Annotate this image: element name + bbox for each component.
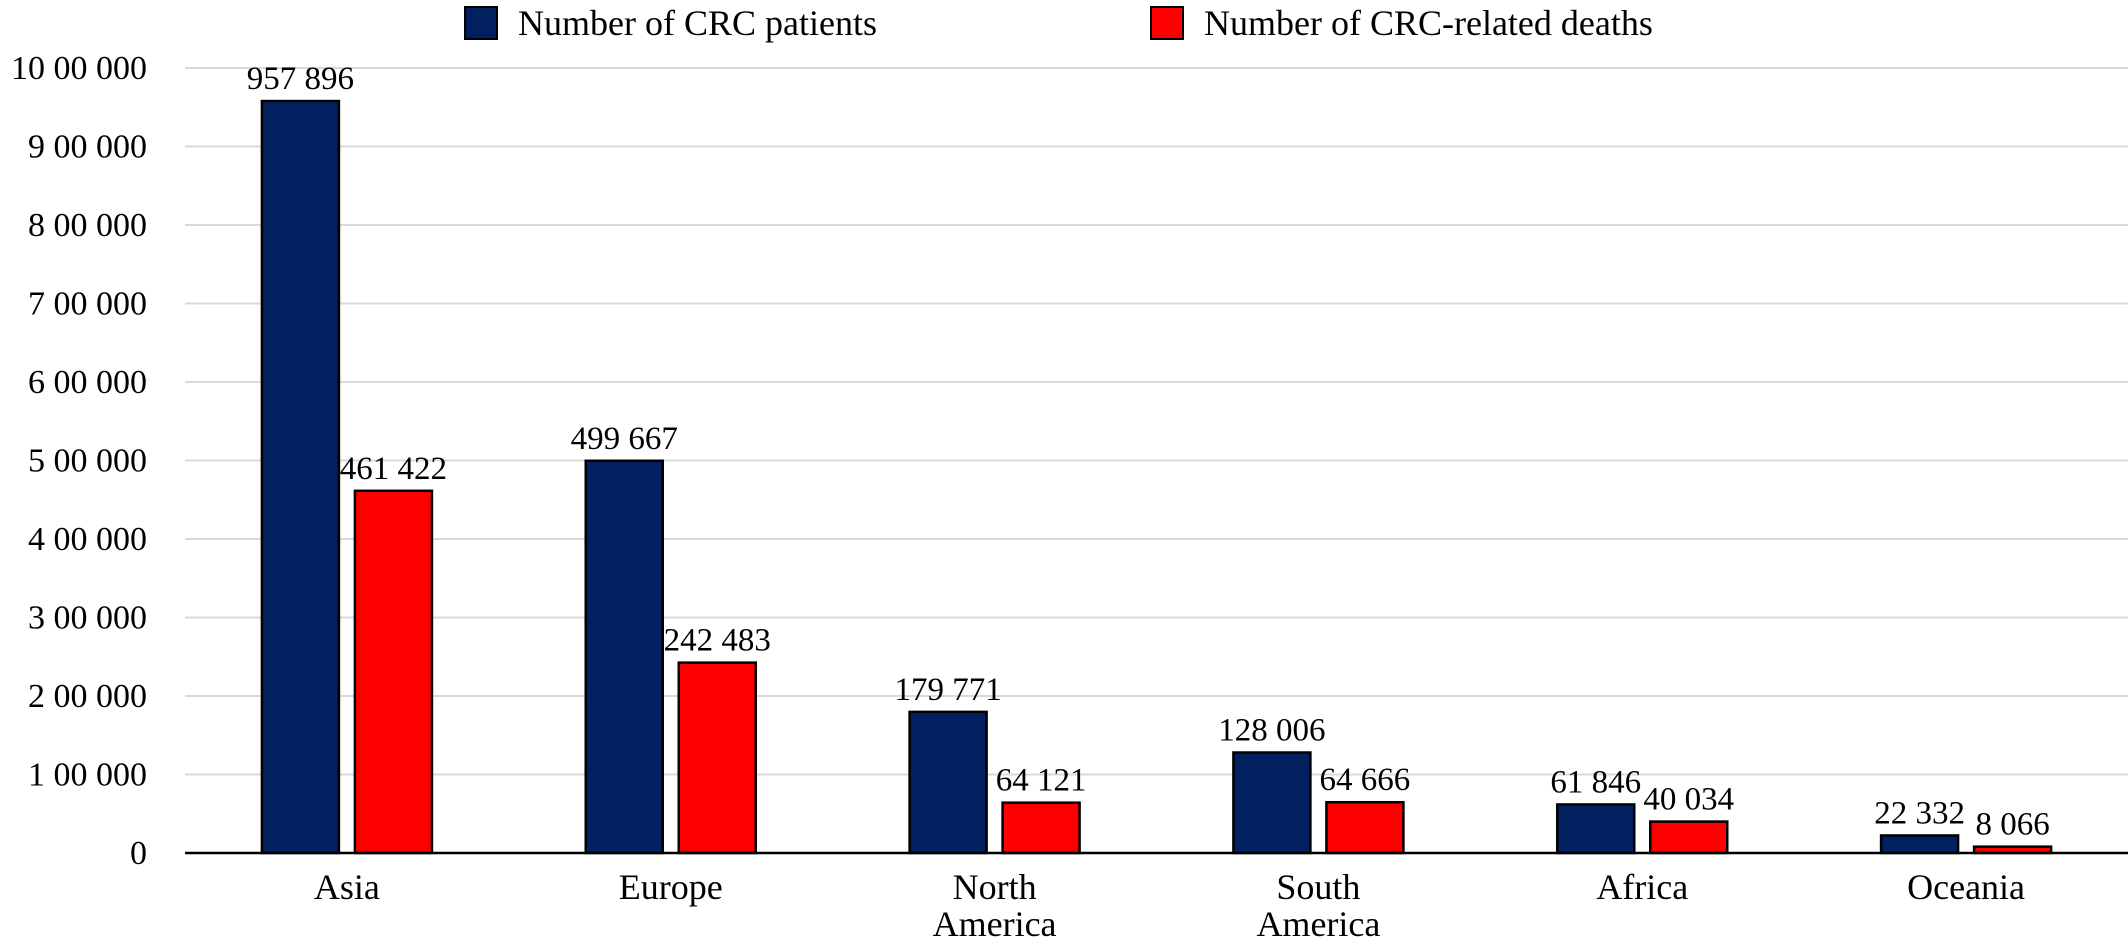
data-label-deaths: 461 422 (340, 451, 447, 487)
y-axis: 0 1 00 000 2 00 000 3 00 000 4 00 000 5 00 00… (11, 50, 147, 872)
bar-patients (260, 99, 341, 855)
data-label-deaths: 64 666 (1320, 762, 1411, 798)
data-label-deaths: 8 066 (1975, 807, 2049, 843)
y-tick-label: 0 (130, 835, 147, 872)
data-label-patients: 61 846 (1550, 764, 1641, 800)
legend-label-deaths: Number of CRC-related deaths (1204, 3, 1653, 43)
bar-patients (584, 459, 664, 855)
legend-swatch-deaths (1150, 6, 1184, 40)
data-label-deaths: 40 034 (1643, 782, 1734, 818)
y-tick-label: 1 00 000 (28, 757, 147, 794)
bar-deaths (1001, 801, 1081, 855)
data-label-patients: 22 332 (1874, 795, 1965, 831)
data-label-patients: 179 771 (894, 672, 1001, 708)
y-tick-label: 10 00 000 (11, 50, 147, 87)
data-label-deaths: 64 121 (996, 763, 1087, 799)
data-label-deaths: 242 483 (664, 623, 771, 659)
data-labels: 957 896 499 667 179 771 128 006 61 846 22 332… (247, 61, 2050, 843)
category-label: North America (933, 867, 1057, 944)
category-label: South America (1256, 867, 1380, 944)
y-tick-label: 4 00 000 (28, 521, 147, 558)
legend-swatch-patients (464, 6, 498, 40)
data-label-patients: 128 006 (1218, 713, 1325, 749)
bar-deaths (353, 489, 434, 855)
y-tick-label: 3 00 000 (28, 600, 147, 637)
bar-deaths (1649, 820, 1729, 855)
bar-deaths (1325, 800, 1405, 855)
bar-patients (1556, 803, 1636, 855)
bar-patients (1232, 751, 1312, 855)
y-tick-label: 6 00 000 (28, 364, 147, 401)
bar-patients (1879, 834, 1960, 855)
category-label: Europe (619, 867, 723, 907)
bar-deaths (677, 661, 757, 855)
x-axis: Asia Europe North America South America Africa… (185, 851, 2128, 944)
category-label: Africa (1596, 867, 1688, 907)
bars (260, 99, 2053, 855)
category-label: Oceania (1907, 867, 2025, 907)
data-label-patients: 499 667 (571, 421, 678, 457)
legend: Number of CRC patients Number of CRC-rela… (464, 3, 1653, 43)
legend-label-patients: Number of CRC patients (518, 3, 877, 43)
category-label: Asia (314, 867, 380, 907)
y-tick-label: 8 00 000 (28, 207, 147, 244)
gridlines (185, 67, 2128, 776)
y-tick-label: 2 00 000 (28, 678, 147, 715)
bar-patients (908, 710, 988, 855)
y-tick-label: 5 00 000 (28, 443, 147, 480)
y-tick-label: 7 00 000 (28, 286, 147, 323)
y-tick-label: 9 00 000 (28, 129, 147, 166)
data-label-patients: 957 896 (247, 61, 354, 97)
